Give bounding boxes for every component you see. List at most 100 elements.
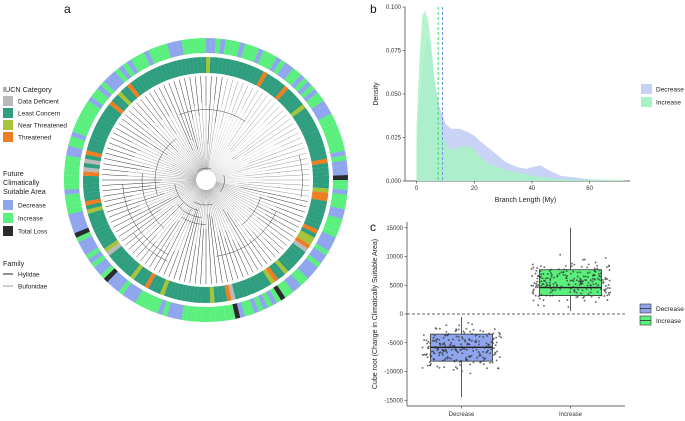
tree-arc: [181, 216, 207, 225]
x-tick-label: Increase: [559, 412, 583, 418]
density-area-increase: [416, 10, 625, 182]
inner-ring-segment: [217, 57, 224, 75]
inner-ring-segment: [101, 111, 118, 124]
jitter-point: [552, 286, 555, 289]
tree-branch: [268, 196, 307, 208]
jitter-point: [455, 358, 458, 361]
tree-branch: [233, 118, 291, 161]
inner-ring-segment: [312, 187, 329, 193]
tree-branch: [156, 187, 200, 235]
tree-arc: [193, 201, 213, 206]
jitter-point: [578, 283, 581, 286]
tree-branch: [231, 114, 287, 160]
tree-branch: [173, 81, 194, 142]
jitter-point: [542, 299, 545, 301]
jitter-point: [596, 267, 599, 270]
outer-ring-segment: [67, 206, 83, 215]
jitter-point: [480, 360, 482, 363]
inner-ring-segment: [302, 223, 319, 234]
legend-swatch-threatened: [3, 132, 13, 142]
outer-ring-segment: [284, 68, 298, 83]
jitter-point: [566, 279, 569, 282]
jitter-point: [478, 354, 481, 357]
jitter-point: [594, 301, 597, 303]
inner-ring-segment: [306, 137, 324, 148]
outer-ring-segment: [236, 302, 246, 318]
tree-branch: [103, 163, 140, 170]
tree-branch: [213, 185, 258, 218]
inner-ring-segment: [83, 167, 100, 173]
jitter-point: [607, 291, 610, 294]
jitter-point: [593, 267, 596, 270]
inner-ring-segment: [311, 191, 329, 198]
tree-branch: [184, 186, 200, 202]
tree-branch: [193, 141, 204, 171]
panel-label-c: c: [370, 220, 376, 234]
outer-ring-segment: [249, 46, 260, 63]
jitter-point: [573, 277, 576, 280]
jitter-point: [466, 343, 469, 346]
tree-arc: [133, 232, 168, 262]
jitter-point: [430, 350, 433, 353]
jitter-point: [550, 287, 552, 290]
outer-ring-segment: [157, 299, 167, 316]
inner-ring-segment: [274, 259, 289, 275]
inner-ring-segment: [117, 254, 132, 269]
jitter-point: [532, 284, 535, 287]
jitter-point: [533, 282, 536, 285]
outer-ring-segment: [269, 57, 282, 73]
jitter-point: [605, 291, 607, 294]
outer-ring-segment: [103, 77, 118, 92]
tree-branch: [178, 152, 200, 174]
outer-ring-segment: [196, 38, 202, 54]
tree-branch: [198, 189, 205, 217]
tree-branch: [184, 216, 199, 282]
inner-ring-segment: [85, 150, 103, 158]
tree-branch: [108, 142, 137, 154]
jitter-point: [454, 348, 457, 351]
inner-ring-segment: [285, 248, 301, 263]
tree-branch: [248, 181, 310, 186]
inner-ring-segment: [224, 284, 232, 302]
outer-ring-segment: [261, 292, 273, 308]
inner-ring-segment: [84, 198, 102, 206]
legend-label-threatened: Threatened: [18, 135, 52, 142]
tree-branch: [107, 147, 135, 158]
inner-ring-segment: [308, 146, 326, 155]
tree-branch: [275, 206, 304, 218]
jitter-point: [569, 291, 572, 294]
tree-branch: [200, 76, 203, 104]
tree-branch: [208, 128, 221, 171]
jitter-point: [607, 284, 610, 286]
outer-ring-segment: [276, 282, 290, 298]
jitter-point: [598, 275, 601, 277]
outer-ring-segment: [85, 100, 101, 113]
tree-branch: [213, 186, 260, 229]
tree-branch: [191, 188, 202, 210]
jitter-point: [572, 280, 575, 283]
jitter-point: [538, 280, 541, 283]
jitter-point: [427, 346, 429, 349]
tree-branch: [214, 76, 218, 100]
jitter-point: [597, 272, 600, 275]
jitter-point: [583, 258, 586, 261]
tree-branch: [115, 195, 179, 233]
inner-ring-segment: [144, 272, 156, 289]
outer-ring-segment: [323, 126, 340, 137]
jitter-point: [495, 341, 498, 344]
jitter-point: [585, 287, 588, 290]
outer-ring-segment: [297, 81, 312, 96]
outer-ring-segment: [290, 271, 305, 286]
jitter-point: [452, 368, 455, 371]
jitter-point: [461, 337, 464, 340]
tree-branch: [175, 133, 201, 172]
jitter-point: [606, 278, 608, 280]
inner-ring-segment: [176, 59, 184, 77]
inner-ring-segment: [140, 73, 153, 90]
tree-branch: [163, 250, 175, 276]
tree-branch: [209, 213, 218, 284]
jitter-point: [478, 335, 481, 338]
x-tick-label: 20: [471, 186, 478, 192]
inner-ring-segment: [296, 233, 313, 246]
outer-ring-segment: [74, 227, 90, 238]
